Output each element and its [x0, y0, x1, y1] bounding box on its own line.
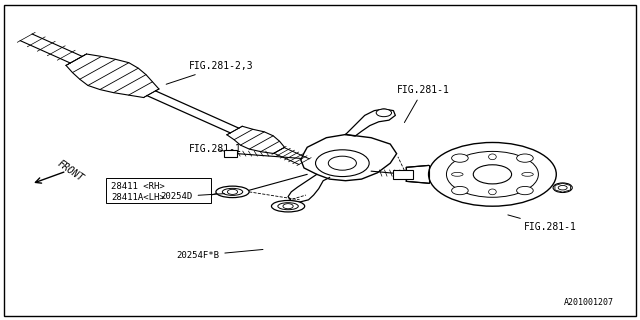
Ellipse shape — [271, 200, 305, 212]
Ellipse shape — [452, 172, 463, 176]
Text: FIG.281-2,3: FIG.281-2,3 — [166, 61, 253, 84]
Text: 20254D: 20254D — [161, 192, 225, 201]
Text: FIG.281-1: FIG.281-1 — [189, 144, 242, 155]
Circle shape — [553, 183, 572, 193]
Circle shape — [473, 165, 511, 184]
Text: 28411 <RH>: 28411 <RH> — [111, 182, 165, 191]
Circle shape — [429, 142, 556, 206]
Polygon shape — [301, 134, 397, 181]
Circle shape — [558, 186, 567, 190]
FancyBboxPatch shape — [394, 170, 413, 179]
Text: FIG.281-1: FIG.281-1 — [508, 215, 577, 232]
FancyBboxPatch shape — [106, 178, 211, 203]
FancyBboxPatch shape — [224, 150, 237, 157]
Text: 28411A<LH>: 28411A<LH> — [111, 193, 165, 202]
Ellipse shape — [278, 203, 298, 210]
Text: A201001207: A201001207 — [564, 298, 614, 307]
Circle shape — [283, 204, 293, 209]
Ellipse shape — [222, 188, 243, 196]
Circle shape — [452, 187, 468, 195]
Ellipse shape — [216, 186, 249, 197]
Circle shape — [376, 109, 392, 117]
Circle shape — [452, 154, 468, 162]
Circle shape — [516, 187, 533, 195]
Circle shape — [328, 156, 356, 170]
Text: FIG.281-1: FIG.281-1 — [397, 85, 449, 123]
Circle shape — [316, 150, 369, 177]
Ellipse shape — [488, 154, 496, 160]
Circle shape — [516, 154, 533, 162]
Ellipse shape — [522, 172, 533, 176]
Text: FRONT: FRONT — [55, 159, 84, 184]
Polygon shape — [555, 183, 570, 192]
Circle shape — [447, 151, 538, 197]
Ellipse shape — [488, 189, 496, 195]
Circle shape — [227, 189, 237, 195]
Text: 20254F*B: 20254F*B — [176, 250, 263, 260]
